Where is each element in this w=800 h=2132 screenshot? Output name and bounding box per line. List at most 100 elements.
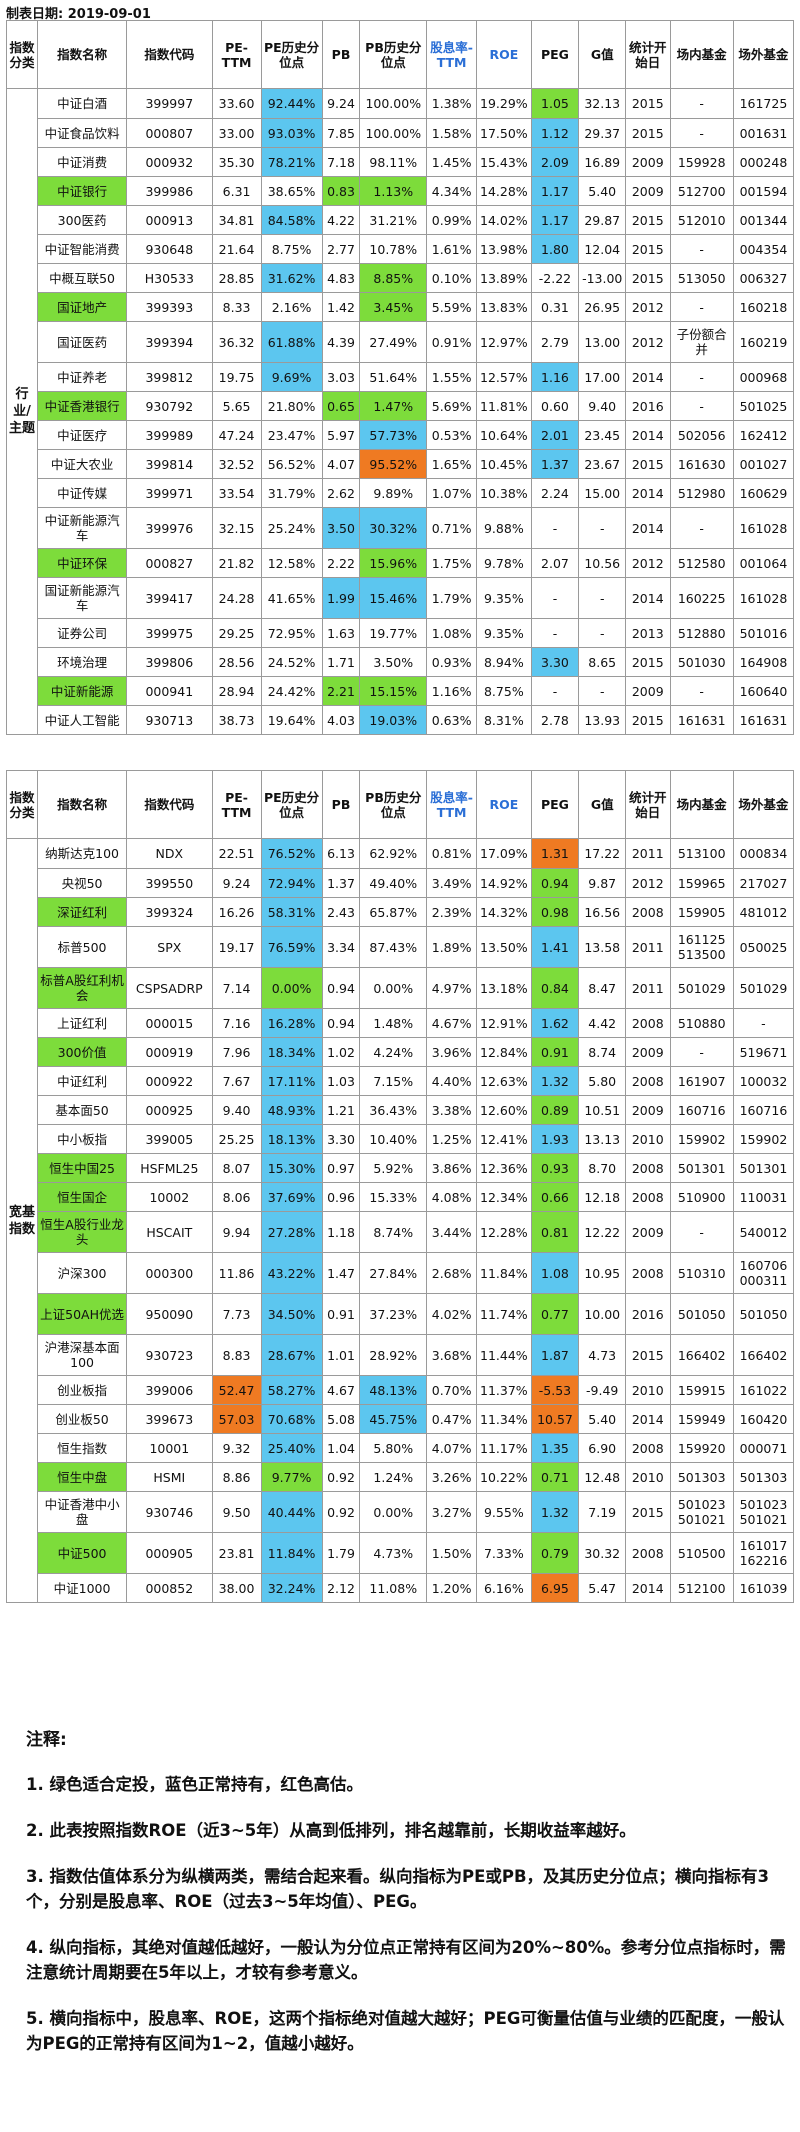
table-cell: 9.55% bbox=[476, 1491, 532, 1533]
table-cell: 36.43% bbox=[359, 1095, 428, 1125]
index-name: 中证大农业 bbox=[37, 449, 128, 479]
table-cell: 1.17 bbox=[530, 176, 580, 206]
table-row: 中证新能源 000941 28.94 24.42% 2.21 15.15% 1.16% 8.7… bbox=[7, 676, 795, 706]
table-cell: 0.79 bbox=[530, 1532, 580, 1574]
table-cell: 11.81% bbox=[476, 391, 532, 421]
table-cell: 11.44% bbox=[476, 1334, 532, 1376]
table-cell: 8.06 bbox=[211, 1182, 262, 1212]
table-row: 标普500 SPX 19.17 76.59% 3.34 87.43% 1.89% 13.50%… bbox=[7, 926, 795, 968]
table-row: 中概互联50 H30533 28.85 31.62% 4.83 8.85% 0.10% 13.… bbox=[7, 263, 795, 293]
index-name: 中证人工智能 bbox=[37, 705, 128, 735]
table-cell: 12.36% bbox=[476, 1153, 532, 1183]
index-name: 中证传媒 bbox=[37, 478, 128, 508]
table-row: 中证1000 000852 38.00 32.24% 2.12 11.08% 1.20% 6.… bbox=[7, 1573, 795, 1603]
table-cell: 11.17% bbox=[476, 1433, 532, 1463]
table-cell: 2009 bbox=[625, 1095, 671, 1125]
table-cell: 12.84% bbox=[476, 1037, 532, 1067]
table-cell: - bbox=[530, 676, 580, 706]
table-cell: 2015 bbox=[625, 705, 671, 735]
table-cell: 930713 bbox=[126, 705, 213, 735]
table-cell: 3.38% bbox=[426, 1095, 478, 1125]
table-cell: 0.94 bbox=[530, 868, 580, 898]
table-row: 国证地产 399393 8.33 2.16% 1.42 3.45% 5.59% 13.83% 0… bbox=[7, 292, 795, 322]
header-cell: 指数名称 bbox=[37, 770, 128, 839]
table-row: 中小板指 399005 25.25 18.13% 3.30 10.40% 1.25% 12.4… bbox=[7, 1124, 795, 1154]
table-cell: 9.50 bbox=[211, 1491, 262, 1533]
header-cell: PE历史分位点 bbox=[260, 770, 323, 839]
table-cell: 70.68% bbox=[260, 1404, 323, 1434]
table-cell: 27.49% bbox=[359, 321, 428, 363]
table-cell: 87.43% bbox=[359, 926, 428, 968]
table-cell: 2014 bbox=[625, 1404, 671, 1434]
table-cell: -9.49 bbox=[578, 1375, 627, 1405]
index-name: 央视50 bbox=[37, 868, 128, 898]
table-row: 中证红利 000922 7.67 17.11% 1.03 7.15% 4.40% 12.63%… bbox=[7, 1066, 795, 1096]
table-cell: 41.65% bbox=[260, 577, 323, 619]
index-name: 中证环保 bbox=[37, 548, 128, 578]
table-cell: 162412 bbox=[732, 420, 795, 450]
table-cell: 2014 bbox=[625, 478, 671, 508]
table-cell: -2.22 bbox=[530, 263, 580, 293]
header-cell: 股息率-TTM bbox=[426, 770, 478, 839]
notes-title: 注释: bbox=[26, 1730, 67, 1750]
table-cell: 17.22 bbox=[578, 838, 627, 869]
table-cell: 399417 bbox=[126, 577, 213, 619]
table-cell: 13.13 bbox=[578, 1124, 627, 1154]
index-name: 中证新能源 bbox=[37, 676, 128, 706]
table-cell: 11.84% bbox=[260, 1532, 323, 1574]
table-row: 中证食品饮料 000807 33.00 93.03% 7.85 100.00% 1.58% 1… bbox=[7, 118, 795, 148]
table-cell: 110031 bbox=[732, 1182, 795, 1212]
table-row: 上证50AH优选 950090 7.73 34.50% 0.91 37.23% 4.02% 1… bbox=[7, 1293, 795, 1335]
table-cell: 12.41% bbox=[476, 1124, 532, 1154]
table-cell: 159915 bbox=[669, 1375, 734, 1405]
table-cell: 2015 bbox=[625, 1491, 671, 1533]
table-cell: 12.28% bbox=[476, 1211, 532, 1253]
table-cell: 57.03 bbox=[211, 1404, 262, 1434]
table-cell: 399986 bbox=[126, 176, 213, 206]
table-cell: 92.44% bbox=[260, 88, 323, 119]
header-cell: 股息率-TTM bbox=[426, 20, 478, 89]
table-cell: 17.00 bbox=[578, 362, 627, 392]
table-cell: 501301 bbox=[732, 1153, 795, 1183]
table-cell: H30533 bbox=[126, 263, 213, 293]
table-cell: - bbox=[669, 118, 734, 148]
table-cell: 2013 bbox=[625, 618, 671, 648]
table-cell: 501023 501021 bbox=[732, 1491, 795, 1533]
table-row: 中证香港中小盘 930746 9.50 40.44% 0.92 0.00% 3.27% 9.5… bbox=[7, 1491, 795, 1533]
table-cell: 161631 bbox=[669, 705, 734, 735]
table-cell: 7.67 bbox=[211, 1066, 262, 1096]
table-cell: 1.47 bbox=[321, 1252, 361, 1294]
table-cell: 38.65% bbox=[260, 176, 323, 206]
table-cell: 1.08 bbox=[530, 1252, 580, 1294]
table-cell: 9.69% bbox=[260, 362, 323, 392]
table-cell: 2.12 bbox=[321, 1573, 361, 1603]
note-1: 1. 绿色适合定投，蓝色正常持有，红色高估。 bbox=[26, 1775, 363, 1794]
table-cell: 4.67% bbox=[426, 1008, 478, 1038]
table-cell: 3.30 bbox=[321, 1124, 361, 1154]
header-cell: 场外基金 bbox=[732, 770, 795, 839]
table-cell: 78.21% bbox=[260, 147, 323, 177]
table-cell: 000905 bbox=[126, 1532, 213, 1574]
table-cell: 4.03 bbox=[321, 705, 361, 735]
table-cell: 1.18 bbox=[321, 1211, 361, 1253]
table-cell: 161725 bbox=[732, 88, 795, 119]
table-cell: 22.51 bbox=[211, 838, 262, 869]
table-cell: 9.24 bbox=[211, 868, 262, 898]
table-cell: 19.75 bbox=[211, 362, 262, 392]
header-cell: 统计开始日 bbox=[625, 770, 671, 839]
table-cell: 0.81 bbox=[530, 1211, 580, 1253]
table-cell: SPX bbox=[126, 926, 213, 968]
table-cell: 4.39 bbox=[321, 321, 361, 363]
note-3: 3. 指数估值体系分为纵横两类，需结合起来看。纵向指标为PE或PB，及其历史分位… bbox=[26, 1867, 770, 1911]
table-cell: 9.24 bbox=[321, 88, 361, 119]
table-cell: 2.09 bbox=[530, 147, 580, 177]
table-cell: 5.08 bbox=[321, 1404, 361, 1434]
table-cell: 0.65 bbox=[321, 391, 361, 421]
table-cell: 7.96 bbox=[211, 1037, 262, 1067]
table-row: 恒生中国25 HSFML25 8.07 15.30% 0.97 5.92% 3.86% 12.… bbox=[7, 1153, 795, 1183]
table-cell: 51.64% bbox=[359, 362, 428, 392]
table-cell: 2.68% bbox=[426, 1252, 478, 1294]
table-cell: 95.52% bbox=[359, 449, 428, 479]
index-name: 中证智能消费 bbox=[37, 234, 128, 264]
table-cell: 2015 bbox=[625, 1334, 671, 1376]
